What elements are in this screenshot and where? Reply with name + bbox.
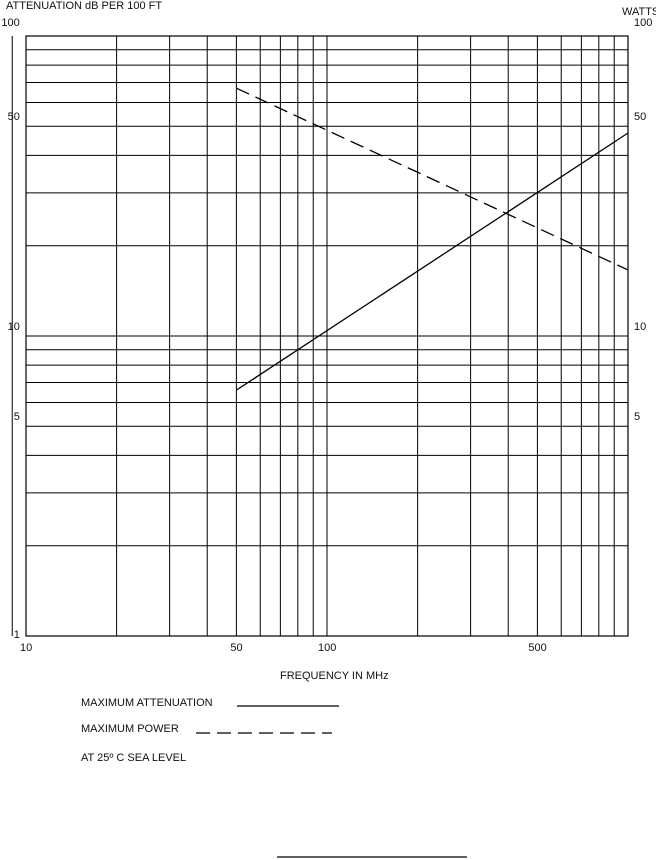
y-tick-label-right: 10	[634, 321, 647, 333]
y-tick-label-right: 5	[634, 411, 641, 424]
legend-attenuation-label: MAXIMUM ATTENUATION	[81, 697, 213, 709]
y-tick-label-left: 1	[13, 629, 20, 641]
y-tick-label-left: 100	[1, 17, 20, 29]
y-tick-label-right: 50	[634, 111, 647, 124]
y-tick-label-right: 100	[634, 17, 653, 29]
x-tick-label: 500	[528, 642, 547, 654]
x-axis-label: FREQUENCY IN MHz	[280, 670, 389, 682]
x-tick-label: 50	[230, 642, 243, 654]
note-conditions: AT 25º C SEA LEVEL	[81, 752, 187, 764]
series-line-attenuation	[236, 132, 629, 391]
y-tick-label-left: 5	[13, 411, 20, 424]
y-axis-label-right: WATTS	[622, 6, 656, 18]
x-tick-label: 10	[20, 642, 33, 654]
y-axis-label-left: ATTENUATION dB PER 100 FT	[6, 0, 163, 12]
plot-frame	[25, 35, 629, 637]
y-tick-label-left: 10	[7, 321, 20, 333]
y-tick-label-left: 50	[7, 111, 20, 124]
series-line-power	[236, 87, 629, 271]
legend-power-label: MAXIMUM POWER	[81, 723, 179, 735]
x-tick-label: 100	[318, 642, 337, 654]
